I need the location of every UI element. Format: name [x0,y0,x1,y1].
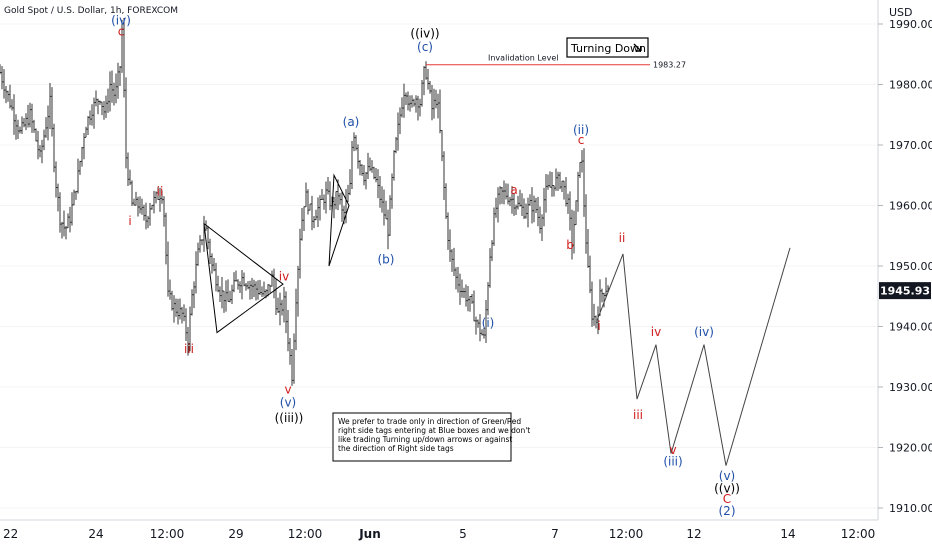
wave-label: i [597,319,600,333]
wave-label: ((iv)) [410,27,439,41]
arrow-down-right-icon [633,43,642,52]
wave-label: ((iii)) [275,411,304,425]
wave-label: iv [651,325,661,339]
wave-label: (a) [343,115,360,129]
x-tick-label: 12:00 [609,527,644,541]
wave-labels: (iv)ciiiiiiivv(v)((iii))(a)(b)((iv))(c)(… [111,13,740,518]
y-tick-label: 1960.00 [889,200,932,213]
turning-down-box: Turning Down [566,37,649,58]
note-line: the direction of Right side tags [338,444,454,453]
wave-label: ((v)) [714,482,740,496]
turning-down-label: Turning Down [570,42,646,55]
note-box: We prefer to trade only in direction of … [332,412,530,462]
y-axis-ticks: 1910.00 1920.00 1930.00 1940.00 1950.00 1960.… [878,18,932,515]
wave-label: (iv) [694,325,714,339]
wave-label: (2) [719,504,736,518]
price-bars [0,17,609,386]
wave-label: ii [157,185,164,199]
wave-label: (c) [417,40,433,54]
wave-label: c [118,24,125,38]
x-tick-label: Jun [358,527,381,541]
projection-path [596,247,791,466]
wave-label: i [128,214,131,228]
wave-label: (v) [719,469,735,483]
y-tick-label: 1970.00 [889,139,932,152]
x-tick-label: 5 [459,527,467,541]
y-tick-label: 1940.00 [889,321,932,334]
y-tick-label: 1920.00 [889,442,932,455]
x-tick-label: 14 [780,527,795,541]
wave-label: (i) [482,316,495,330]
wave-label: v [669,443,676,457]
y-tick-label: 1980.00 [889,79,932,92]
wave-label: (v) [280,396,296,410]
invalidation-label: Invalidation Level [488,54,558,63]
wave-label: a [510,183,517,197]
chart-title: Gold Spot / U.S. Dollar, 1h, FOREXCOM [4,6,178,16]
x-tick-label: 12:00 [150,527,185,541]
x-tick-label: 29 [228,527,243,541]
y-tick-label: 1990.00 [889,18,932,31]
triangle-patterns [203,173,350,334]
invalidation-value: 1983.27 [653,61,686,70]
last-price-tag: 1945.93 [879,282,931,300]
last-price-label: 1945.93 [880,285,930,298]
wave-label: (iv) [111,13,131,27]
wave-label: v [284,382,291,396]
wave-label: iii [184,342,194,356]
note-line: We prefer to trade only in direction of … [338,417,521,426]
wave-label: iv [279,269,289,283]
triangle-pattern [203,222,284,334]
wave-label: (b) [378,252,395,266]
x-tick-label: 12:00 [841,527,876,541]
wave-label: c [578,133,585,147]
wave-label: C [723,492,731,506]
x-axis-ticks: 22 24 12:00 29 12:00 Jun 5 7 12:00 12 14 12:00 [3,527,875,541]
x-tick-label: 24 [88,527,103,541]
wave-label: (iii) [663,454,682,468]
currency-label: USD [889,6,913,19]
wave-label: b [566,238,574,252]
wave-label: (ii) [573,123,589,137]
x-tick-label: 22 [3,527,18,541]
wave-label: ii [619,231,626,245]
wave-label: iii [633,408,643,422]
x-tick-label: 7 [551,527,559,541]
y-tick-label: 1930.00 [889,381,932,394]
note-line: right side tags entering at Blue boxes a… [338,426,530,435]
x-tick-label: 12:00 [288,527,323,541]
note-line: like trading Turning up/down arrows or a… [338,435,512,444]
triangle-pattern [328,173,350,267]
x-tick-label: 12 [686,527,701,541]
y-tick-label: 1950.00 [889,260,932,273]
y-tick-label: 1910.00 [889,502,932,515]
